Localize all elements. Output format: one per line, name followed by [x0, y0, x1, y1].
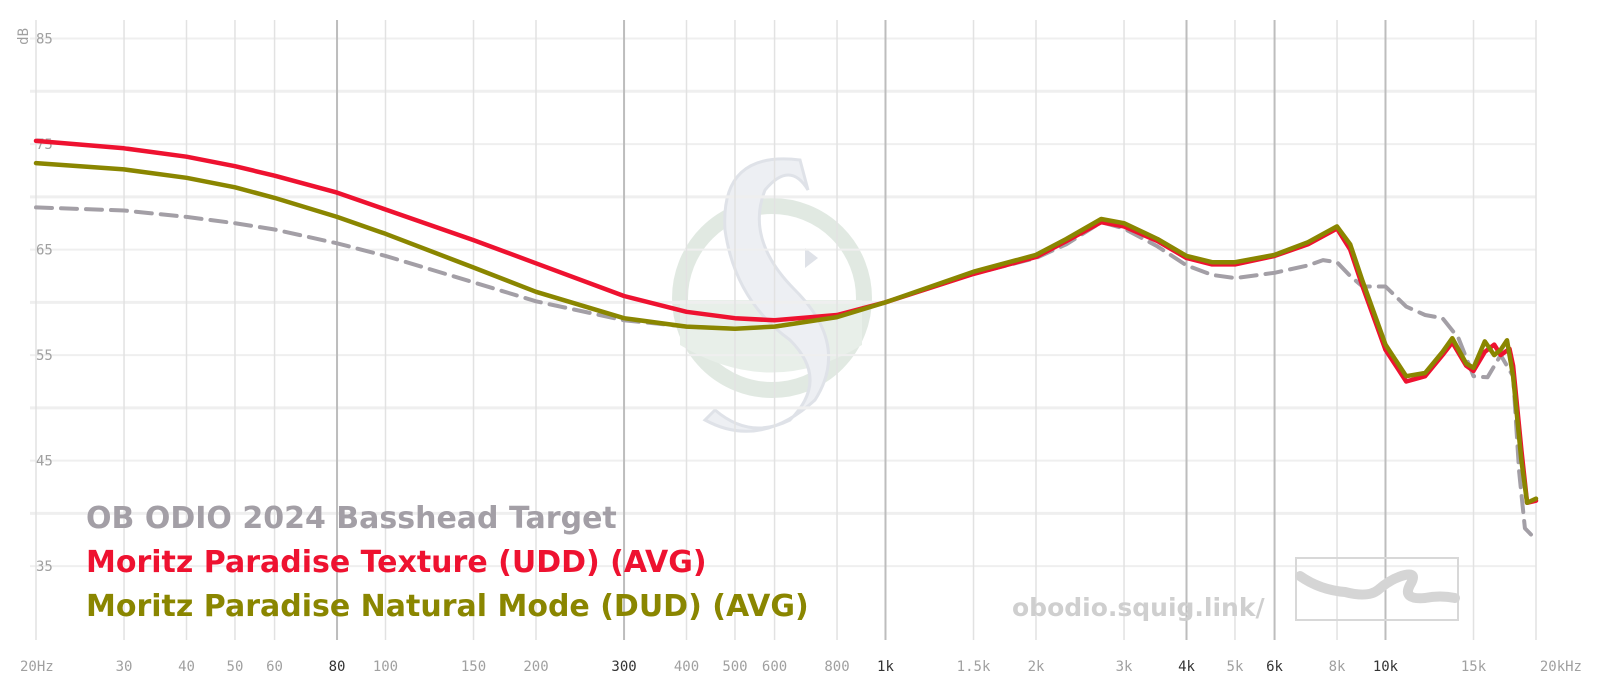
x-tick-label: 1k	[877, 659, 894, 675]
x-tick-label: 20kHz	[1540, 659, 1582, 675]
x-tick-label: 60	[266, 659, 283, 675]
x-tick-label: 400	[674, 659, 699, 675]
legend-entry: Moritz Paradise Texture (UDD) (AVG)	[86, 545, 707, 580]
x-tick-label: 50	[227, 659, 244, 675]
x-tick-label: 8k	[1329, 659, 1346, 675]
x-tick-label: 15k	[1461, 659, 1487, 675]
x-tick-label: 3k	[1116, 659, 1133, 675]
x-tick-label: 20Hz	[20, 659, 54, 675]
legend-entry: OB ODIO 2024 Basshead Target	[86, 501, 617, 536]
legend: OB ODIO 2024 Basshead Target Moritz Parad…	[86, 501, 809, 624]
y-tick-label: 45	[36, 454, 53, 470]
x-tick-label: 300	[611, 659, 636, 675]
x-tick-label: 100	[373, 659, 398, 675]
watermark-url: obodio.squig.link/	[1012, 593, 1265, 622]
x-tick-label: 1.5k	[957, 659, 991, 675]
x-axis: 20Hz 30 40 50 60 80 100 150 200 300 400 500 600 800 1k…	[20, 659, 1582, 675]
x-tick-label: 2k	[1028, 659, 1045, 675]
series-lines	[33, 138, 1539, 542]
x-tick-label: 800	[824, 659, 849, 675]
x-tick-label: 10k	[1373, 659, 1399, 675]
y-axis-label: dB	[16, 28, 32, 45]
x-tick-label: 4k	[1178, 659, 1195, 675]
y-tick-label: 85	[36, 32, 53, 48]
x-tick-label: 5k	[1227, 659, 1244, 675]
series-line	[34, 205, 1538, 542]
x-tick-label: 6k	[1266, 659, 1283, 675]
y-tick-label: 65	[36, 243, 53, 259]
squiggle-logo-icon	[1295, 557, 1460, 621]
legend-entry: Moritz Paradise Natural Mode (DUD) (AVG)	[86, 589, 809, 624]
x-tick-label: 150	[461, 659, 486, 675]
x-tick-label: 40	[178, 659, 195, 675]
x-tick-label: 200	[523, 659, 548, 675]
x-tick-label: 30	[116, 659, 133, 675]
x-tick-label: 80	[329, 659, 346, 675]
x-tick-label: 600	[762, 659, 787, 675]
series-line	[33, 160, 1539, 506]
y-tick-label: 55	[36, 348, 53, 364]
y-tick-label: 35	[36, 559, 53, 575]
x-tick-label: 500	[722, 659, 747, 675]
